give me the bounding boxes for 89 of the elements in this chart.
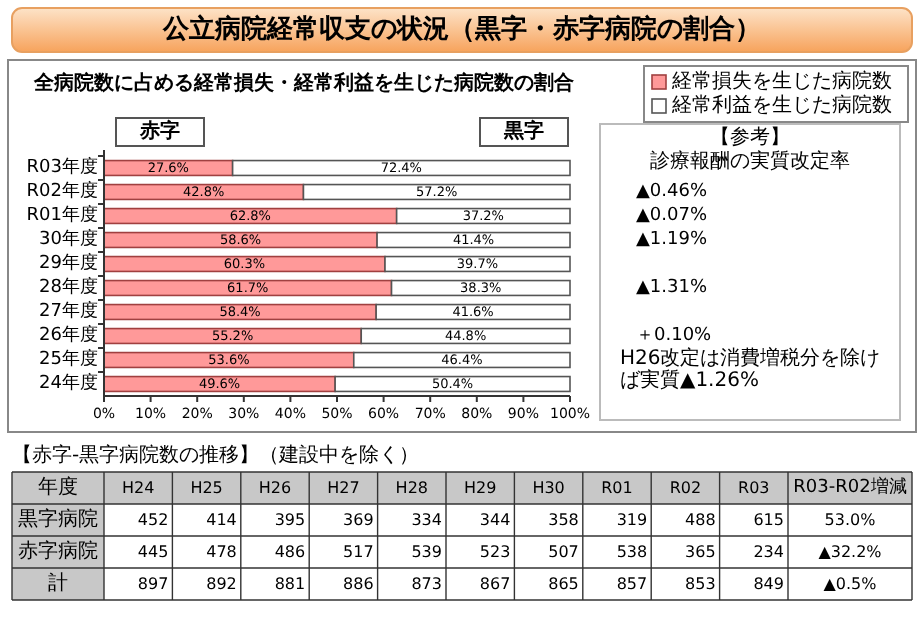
category-label: R03 — [738, 479, 770, 497]
category-label: H28 — [395, 479, 428, 497]
data-label: 897 — [137, 575, 169, 593]
bar — [103, 231, 378, 249]
category-label: H24 — [122, 479, 155, 497]
bar — [103, 255, 386, 273]
text: ▲0.07% — [636, 206, 708, 226]
data-label: 452 — [137, 511, 169, 529]
data-label: 867 — [479, 575, 511, 593]
legend-label: 経常損失を生じた病院数 — [670, 69, 892, 93]
data-label: 615 — [753, 511, 784, 529]
text: ▲32.2% — [818, 543, 883, 561]
y-tick-label: 30年度 — [39, 228, 98, 250]
bar — [352, 351, 571, 369]
category-label: H25 — [190, 479, 223, 497]
bar — [302, 183, 571, 201]
text: 赤字病院 — [18, 539, 98, 563]
data-label: 488 — [685, 511, 716, 529]
bar — [231, 159, 571, 177]
bar — [103, 351, 355, 369]
text: ▲1.31% — [636, 278, 708, 298]
data-label: 445 — [137, 543, 169, 561]
text: 黒字病院 — [18, 507, 98, 531]
data-label: 358 — [548, 511, 579, 529]
y-tick-label: 26年度 — [39, 324, 98, 346]
data-label: 369 — [343, 511, 374, 529]
data-label: 234 — [753, 543, 784, 561]
data-label: 873 — [411, 575, 442, 593]
bar — [103, 207, 398, 225]
bar — [384, 255, 571, 273]
text: 【赤字‐黒字病院数の推移】（建設中を除く） — [12, 443, 420, 467]
data-label: 507 — [548, 543, 579, 561]
text: H26改定は消費増税分を除けば実質▲1.26% — [620, 345, 881, 391]
text: 赤字 — [138, 119, 180, 143]
chart-title: 公立病院経常収支の状況（黒字・赤字病院の割合） — [161, 13, 761, 45]
data-label: 539 — [411, 543, 442, 561]
text: 診療報酬の実質改定率 — [650, 149, 850, 173]
bar — [395, 207, 571, 225]
bar — [103, 327, 363, 345]
y-tick-label: R03年度 — [26, 156, 98, 178]
text: ▲0.46% — [636, 182, 708, 202]
data-label: 881 — [274, 575, 306, 593]
text: 【参考】 — [710, 125, 790, 149]
text: R03-R02増減 — [793, 476, 907, 498]
y-tick-label: 27年度 — [39, 300, 98, 322]
legend-label: 経常利益を生じた病院数 — [670, 93, 892, 117]
category-label: H26 — [258, 479, 292, 497]
text: ▲0.5% — [823, 575, 878, 593]
data-label: 857 — [616, 575, 648, 593]
bar — [376, 231, 571, 249]
data-label: 865 — [548, 575, 579, 593]
data-label: 886 — [343, 575, 374, 593]
category-label: H27 — [327, 479, 360, 497]
y-tick-label: R01年度 — [26, 204, 98, 226]
y-tick-label: 24年度 — [39, 372, 98, 394]
data-label: 523 — [479, 543, 511, 561]
data-label: 365 — [685, 543, 716, 561]
data-label: 319 — [616, 511, 648, 529]
bar — [375, 303, 571, 321]
data-label: 486 — [274, 543, 306, 561]
bar — [334, 375, 571, 393]
category-label: H29 — [464, 479, 497, 497]
y-tick-label: 28年度 — [39, 276, 98, 298]
text: 計 — [48, 571, 68, 595]
data-label: 478 — [206, 543, 237, 561]
category-label: R01 — [601, 479, 633, 497]
data-label: 344 — [479, 511, 511, 529]
y-tick-label: R02年度 — [26, 180, 98, 202]
text: 年度 — [38, 475, 78, 499]
bar — [360, 327, 571, 345]
text: ▲1.19% — [636, 230, 708, 250]
data-label: 414 — [206, 511, 237, 529]
bar — [103, 303, 377, 321]
bar — [103, 279, 393, 297]
y-tick-label: 25年度 — [39, 348, 98, 370]
data-label: 849 — [753, 575, 784, 593]
data-label: 517 — [343, 543, 374, 561]
category-label: R02 — [669, 479, 702, 497]
data-label: 538 — [616, 543, 648, 561]
chart-subtitle: 全病院数に占める経常損失・経常利益を生じた病院数の割合 — [32, 71, 576, 95]
data-label: 853 — [685, 575, 716, 593]
data-label: 395 — [274, 511, 306, 529]
data-label: 892 — [206, 575, 237, 593]
data-label: 334 — [411, 511, 442, 529]
text: ＋0.10% — [636, 326, 713, 346]
category-label: H30 — [532, 479, 565, 497]
text: 黒字 — [502, 119, 544, 143]
y-tick-label: 29年度 — [39, 252, 98, 274]
text: 53.0% — [824, 511, 877, 529]
